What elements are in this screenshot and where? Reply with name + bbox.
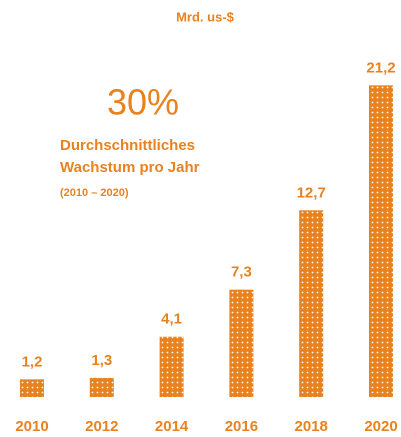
value-label: 1,2: [22, 353, 43, 370]
x-tick-label: 2010: [15, 418, 48, 435]
bar: [159, 336, 184, 397]
value-label: 12,7: [297, 184, 326, 201]
value-label: 4,1: [161, 311, 182, 328]
chart-title: Mrd. us-$: [176, 9, 235, 24]
annotation-headline: 30%: [107, 82, 179, 123]
bar: [89, 377, 114, 397]
x-tick-label: 2016: [225, 418, 258, 435]
annotation-line: Wachstum pro Jahr: [60, 159, 200, 176]
value-label: 1,3: [91, 352, 112, 369]
annotation-line: Durchschnittliches: [60, 137, 195, 154]
bar: [369, 85, 393, 398]
x-tick-label: 2014: [155, 418, 189, 435]
annotation-note: (2010 – 2020): [60, 187, 129, 199]
bar: [20, 379, 44, 397]
x-tick-label: 2012: [85, 418, 118, 435]
x-tick-label: 2018: [295, 418, 328, 435]
x-tick-label: 2020: [364, 418, 397, 435]
bar: [299, 210, 324, 397]
value-label: 7,3: [231, 264, 252, 281]
value-label: 21,2: [366, 59, 395, 76]
bar: [229, 289, 254, 397]
